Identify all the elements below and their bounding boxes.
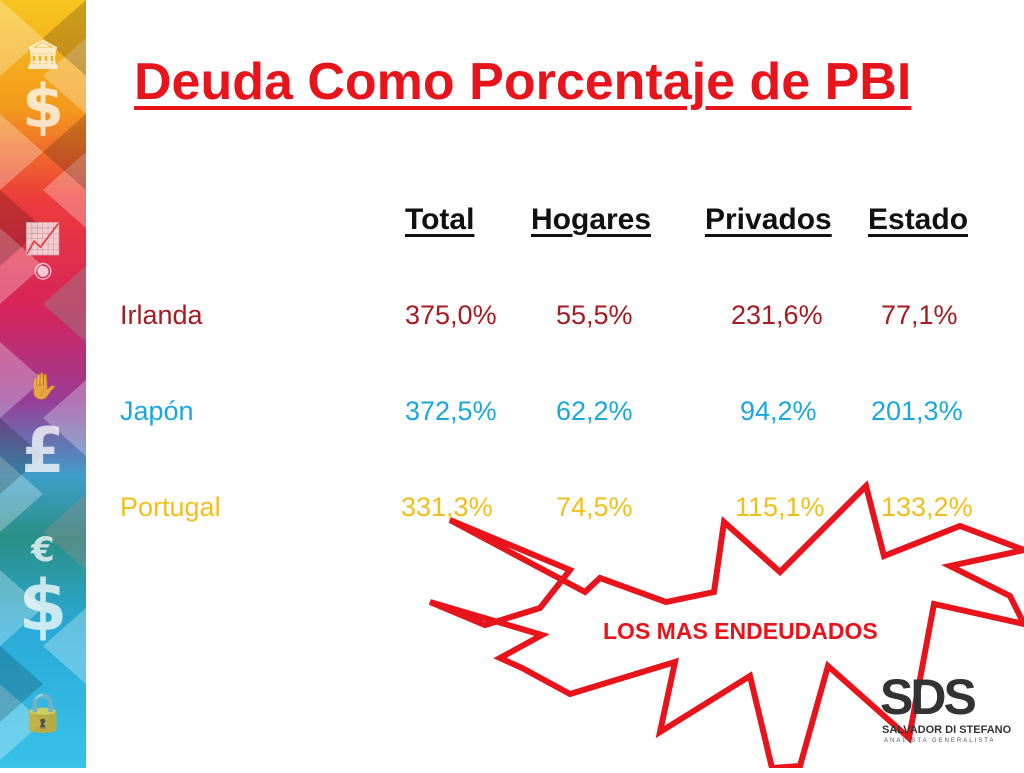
row-irlanda-country: Irlanda [120,300,203,330]
row-japon-country: Japón [120,396,194,426]
callout-label: LOS MAS ENDEUDADOS [603,618,878,644]
lock-dollar-icon: 🔒 [19,690,67,734]
row-portugal-privados: 115,1% [735,492,825,522]
row-portugal-hogares: 74,5% [556,492,633,522]
header-hogares: Hogares [531,203,652,236]
row-japon-hogares: 62,2% [556,396,633,426]
header-total: Total [405,203,475,236]
sds-logo: SDS SALVADOR DI STEFANO ANALISTA GENERAL… [880,668,1012,748]
euro-icon: € [31,530,55,570]
decorative-side-band: 🏛 $ 📈 ◉ ✋ £ € $ 🔒 [0,0,86,768]
row-irlanda-hogares: 55,5% [556,300,633,330]
coins-icon: ◉ [33,258,53,283]
dollar-icon: $ [22,72,64,142]
header-estado: Estado [868,203,969,236]
logo-name: SALVADOR DI STEFANO [882,724,1012,736]
dollar-icon: $ [18,565,68,647]
logo-subtitle: ANALISTA GENERALISTA [884,738,996,744]
row-japon-estado: 201,3% [871,396,963,426]
starburst-callout [420,480,1024,772]
row-japon-privados: 94,2% [740,396,817,426]
row-portugal-country: Portugal [120,492,221,522]
slide-title: Deuda Como Porcentaje de PBI [134,53,912,111]
bank-icon: 🏛 [25,38,61,71]
row-irlanda-estado: 77,1% [881,300,958,330]
logo-letters: SDS [880,669,977,725]
pound-icon: £ [21,414,65,487]
chart-growth-icon: 📈 [24,222,62,257]
row-irlanda-privados: 231,6% [731,300,823,330]
row-irlanda-total: 375,0% [405,300,497,330]
row-japon-total: 372,5% [405,396,497,426]
row-portugal-total: 331,3% [401,492,493,522]
starburst-shape [428,480,1024,772]
header-privados: Privados [705,203,832,236]
row-portugal-estado: 133,2% [881,492,973,522]
money-hand-icon: ✋ [26,372,60,402]
